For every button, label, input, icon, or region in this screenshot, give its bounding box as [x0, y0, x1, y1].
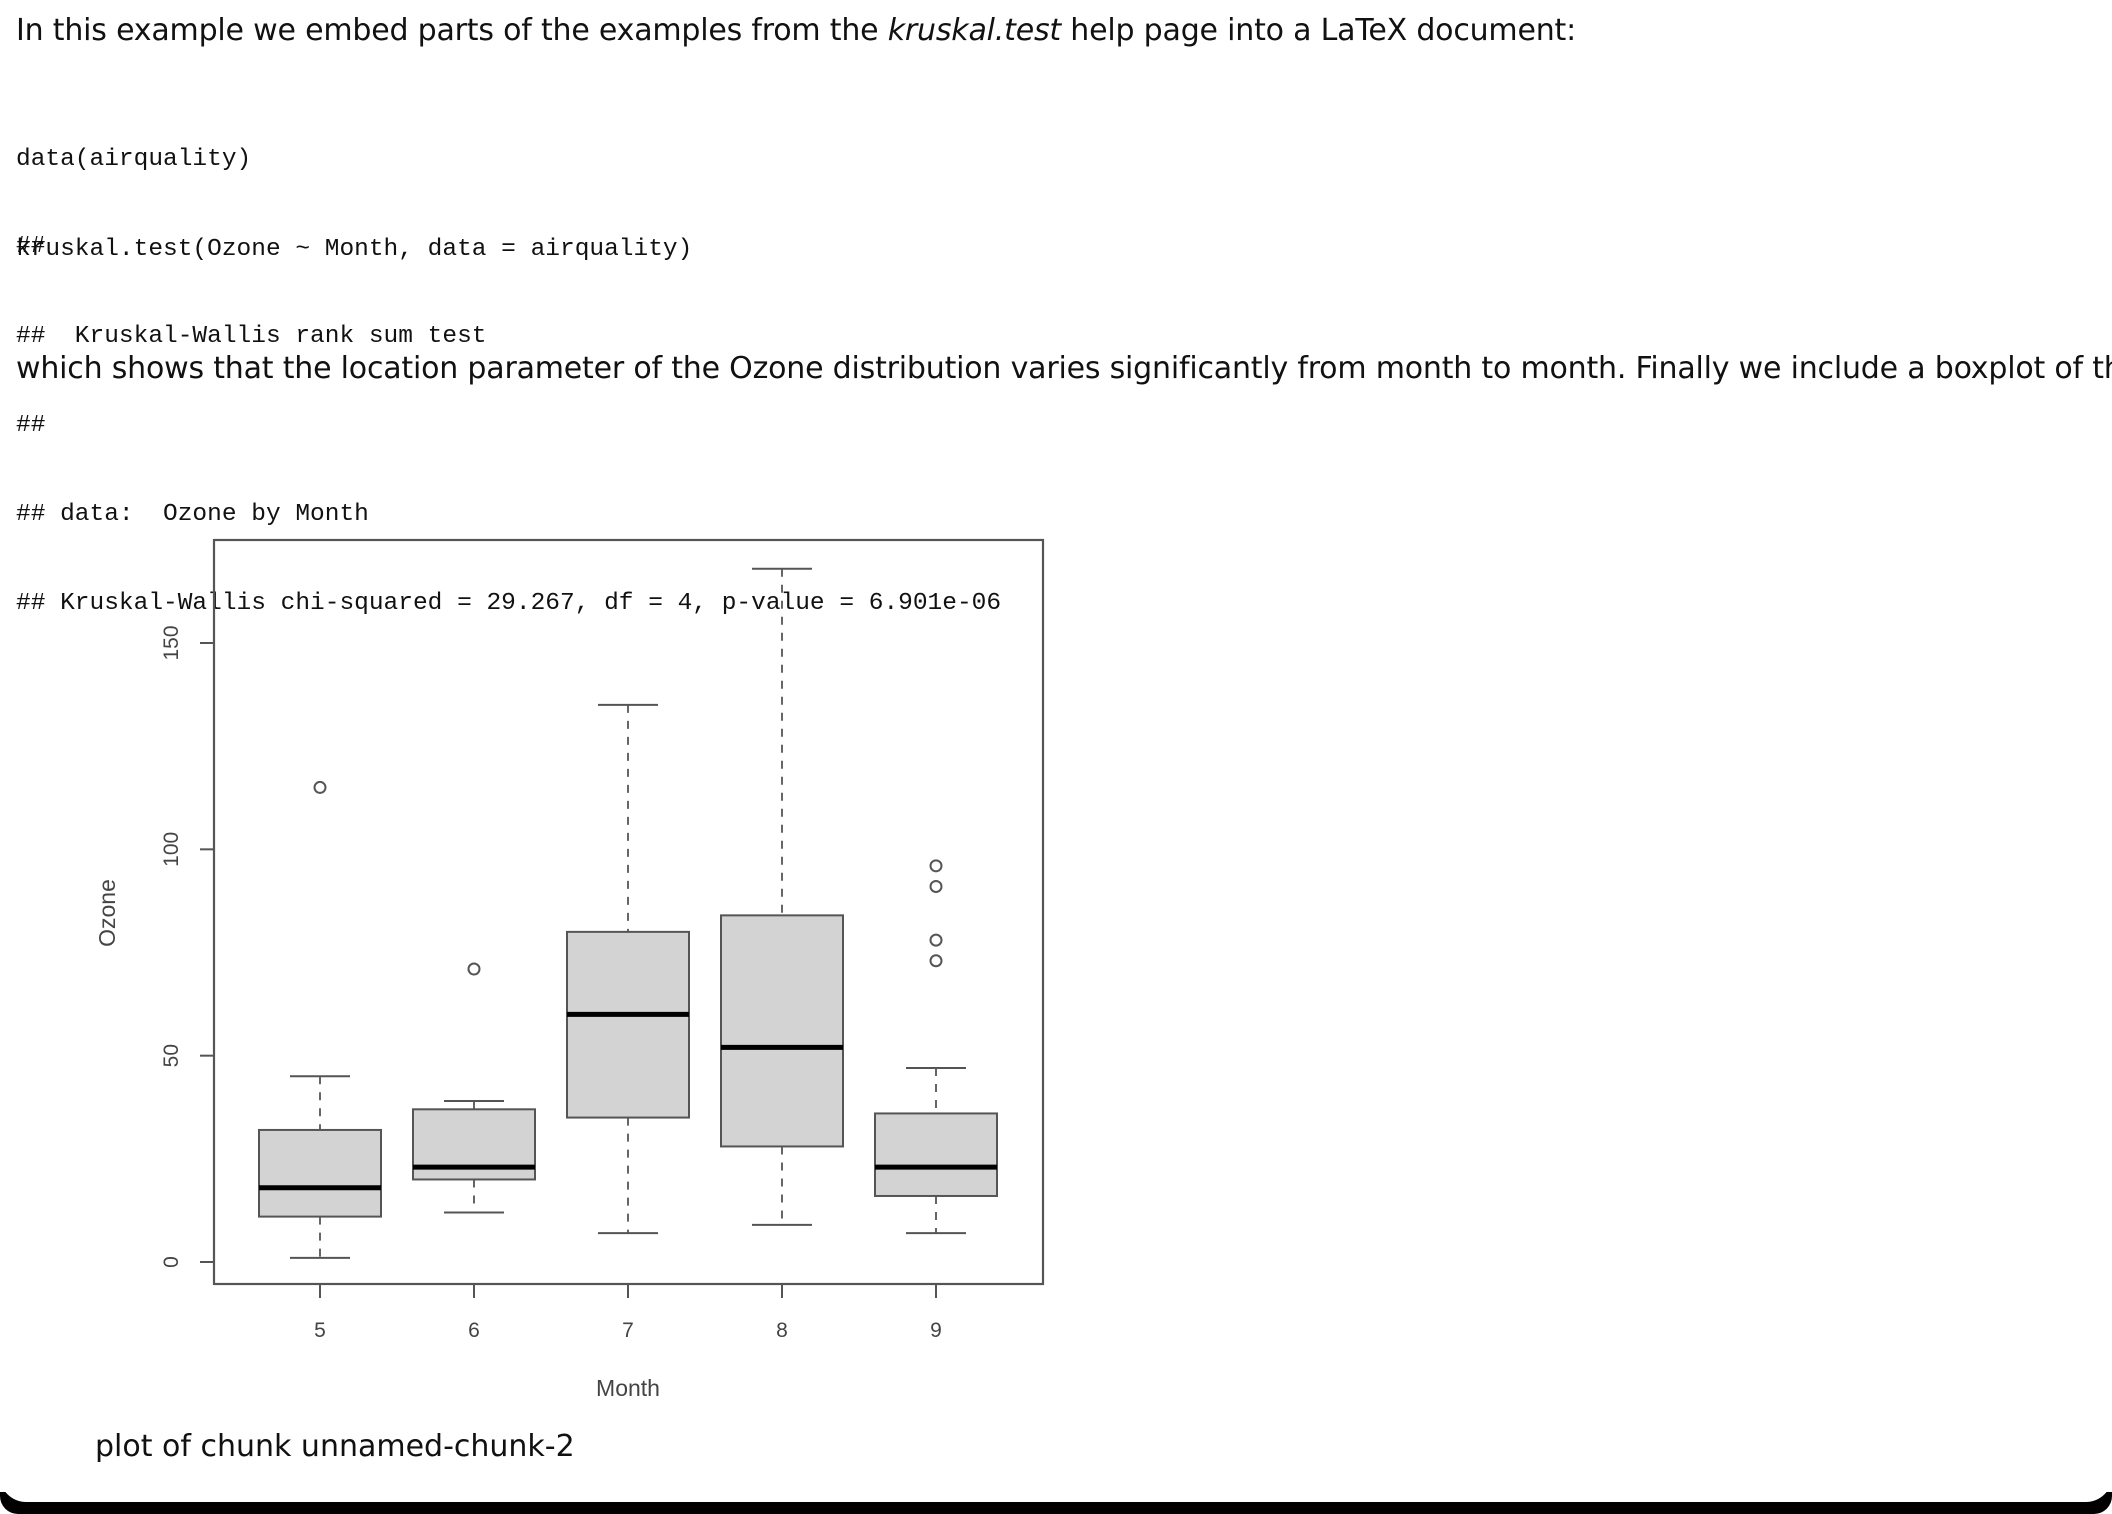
code-input-line: data(airquality): [16, 146, 252, 174]
boxplot-chart: 0 50 100 150 5 6 7 8 9 Month Ozone: [94, 538, 1045, 1401]
code-output-line: ## Kruskal-Wallis chi-squared = 29.267, …: [16, 589, 1002, 617]
code-output-line: ##: [16, 411, 46, 439]
outlier-point: [313, 780, 327, 794]
plot-marks: 0 50 100 150 5 6 7 8 9: [160, 567, 998, 1342]
code-output-block: ## ## Kruskal-Wallis rank sum test ## ##…: [16, 173, 1001, 678]
code-input-line: kruskal.test(Ozone ~ Month, data = airqu…: [16, 235, 693, 263]
intro-text-after: help page into a LaTeX document:: [1060, 13, 1576, 48]
outlier-point: [929, 859, 943, 873]
outlier-point: [929, 954, 943, 968]
y-tick-label: 150: [160, 625, 183, 660]
y-tick-label: 50: [160, 1044, 183, 1067]
y-tick-label: 0: [160, 1256, 183, 1268]
box-iqr: [258, 1128, 382, 1218]
boxplot-figure: 0 50 100 150 5 6 7 8 9 Month Ozone: [80, 500, 1080, 1420]
outlier-point: [467, 962, 481, 976]
y-axis-title: Ozone: [94, 879, 120, 947]
outlier-point: [929, 879, 943, 893]
intro-text-before: In this example we embed parts of the ex…: [16, 13, 888, 48]
x-tick-label: 7: [622, 1319, 634, 1342]
window-bottom-corner: [0, 1462, 2112, 1502]
code-output-line: ## Kruskal-Wallis rank sum test: [16, 322, 487, 350]
code-input-block: data(airquality) kruskal.test(Ozone ~ Mo…: [16, 86, 692, 324]
figure-caption: plot of chunk unnamed-chunk-2: [95, 1429, 575, 1464]
x-tick-label: 6: [468, 1319, 480, 1342]
x-tick-label: 5: [314, 1319, 326, 1342]
y-tick-label: 100: [160, 832, 183, 867]
intro-function-name: kruskal.test: [887, 13, 1061, 48]
conclusion-paragraph: which shows that the location parameter …: [16, 351, 2112, 386]
box-iqr: [720, 914, 844, 1148]
x-tick-label: 9: [930, 1319, 942, 1342]
box-iqr: [874, 1112, 998, 1197]
box-iqr: [566, 930, 690, 1119]
code-output-line: ## data: Ozone by Month: [16, 500, 369, 528]
x-tick-label: 8: [776, 1319, 788, 1342]
code-output-line: ##: [16, 233, 46, 261]
outlier-point: [929, 933, 943, 947]
x-axis-title: Month: [596, 1375, 660, 1401]
intro-paragraph: In this example we embed parts of the ex…: [16, 12, 1576, 50]
